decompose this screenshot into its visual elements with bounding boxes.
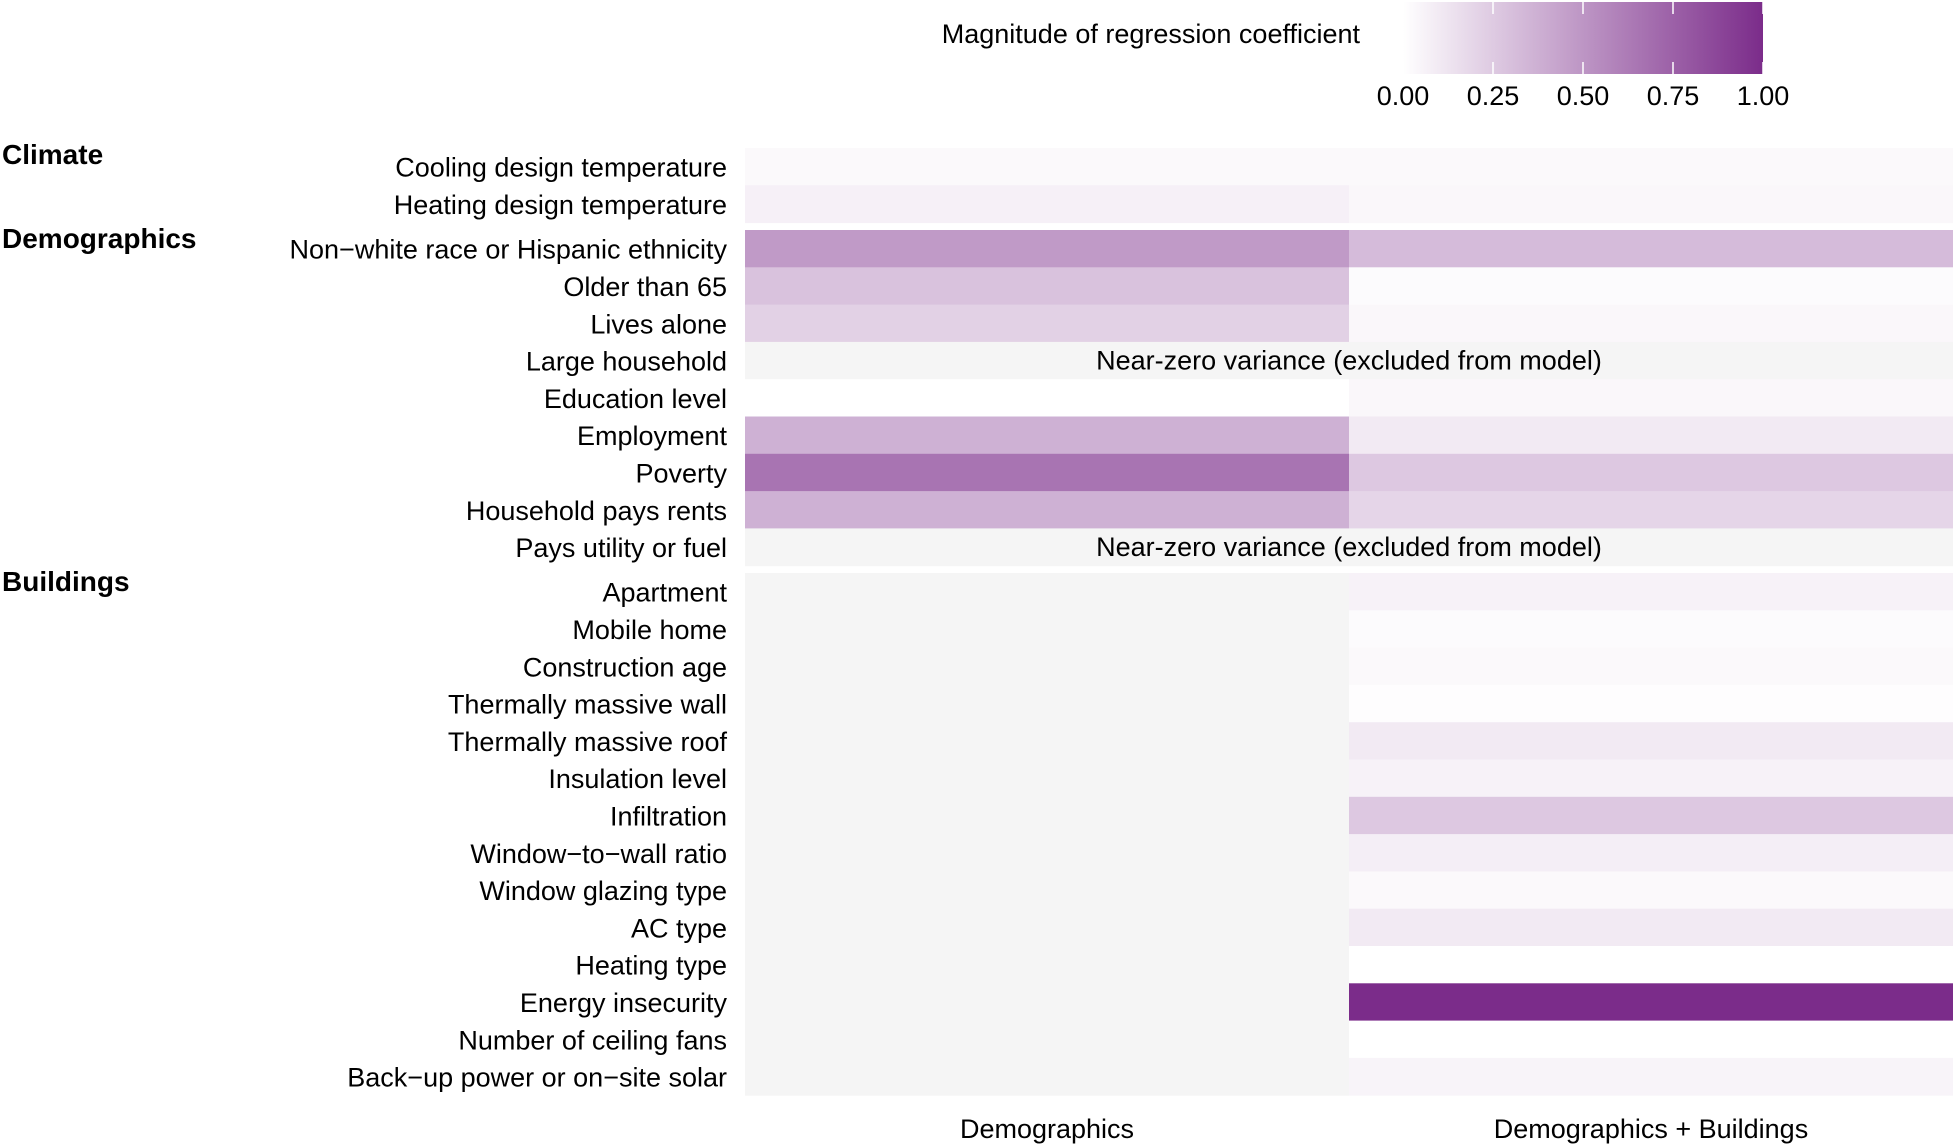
row-label: Employment <box>577 421 728 451</box>
heatmap-cell <box>745 610 1349 649</box>
row-label: Window−to−wall ratio <box>470 839 727 869</box>
row-label: Heating type <box>575 951 727 981</box>
legend-tick-label: 0.25 <box>1467 81 1520 111</box>
row-label: Lives alone <box>590 309 727 339</box>
heatmap-cell <box>1349 908 1953 947</box>
row-label: Cooling design temperature <box>395 153 727 183</box>
legend: Magnitude of regression coefficient 0.00… <box>942 2 1790 111</box>
heatmap-cell <box>745 230 1349 268</box>
legend-title: Magnitude of regression coefficient <box>942 19 1361 49</box>
row-label: Energy insecurity <box>520 988 728 1018</box>
heatmap-cell <box>745 796 1349 835</box>
heatmap-cell <box>1349 304 1953 343</box>
heatmap-cell <box>745 722 1349 760</box>
column-label: Demographics + Buildings <box>1494 1114 1808 1144</box>
row-label: Back−up power or on−site solar <box>347 1063 727 1093</box>
heatmap-cell <box>745 267 1349 306</box>
heatmap-cell <box>745 491 1349 529</box>
heatmap-cell <box>745 1020 1349 1059</box>
heatmap-cell <box>1349 946 1953 984</box>
heatmap-cell <box>1349 759 1953 798</box>
heatmap-cell <box>745 871 1349 910</box>
heatmap-cells <box>745 148 1953 1096</box>
excluded-notes: Near-zero variance (excluded from model)… <box>1096 346 1602 563</box>
legend-tick-label: 0.50 <box>1557 81 1610 111</box>
group-label: Demographics <box>2 223 197 254</box>
row-label: Thermally massive wall <box>448 690 727 720</box>
heatmap-cell <box>745 379 1349 417</box>
heatmap-cell <box>745 834 1349 872</box>
row-label: Poverty <box>635 458 727 488</box>
heatmap-cell <box>1349 185 1953 224</box>
legend-tick-label: 0.00 <box>1377 81 1430 111</box>
heatmap-cell <box>1349 379 1953 417</box>
excluded-note: Near-zero variance (excluded from model) <box>1096 532 1602 562</box>
heatmap-cell <box>1349 1020 1953 1059</box>
group-label: Buildings <box>2 566 130 597</box>
row-label: Large household <box>526 347 727 377</box>
heatmap-cell <box>1349 491 1953 529</box>
heatmap-cell <box>745 185 1349 224</box>
group-label: Climate <box>2 139 103 170</box>
row-label: Heating design temperature <box>394 190 727 220</box>
column-label: Demographics <box>960 1114 1134 1144</box>
heatmap-cell <box>1349 1057 1953 1096</box>
heatmap-cell <box>1349 148 1953 186</box>
heatmap-cell <box>1349 684 1953 723</box>
heatmap-cell <box>745 946 1349 984</box>
cell-excluded <box>745 528 1953 567</box>
row-label: Apartment <box>602 578 727 608</box>
row-label: Thermally massive roof <box>448 727 728 757</box>
heatmap-cell <box>745 759 1349 798</box>
heatmap-cell <box>1349 722 1953 760</box>
row-labels: Cooling design temperature Heating design… <box>290 153 728 1093</box>
heatmap-cell <box>1349 983 1953 1022</box>
heatmap-cell <box>745 416 1349 455</box>
heatmap-cell <box>745 983 1349 1022</box>
heatmap-cell <box>1349 230 1953 268</box>
row-label: Education level <box>544 384 727 414</box>
column-labels: Demographics Demographics + Buildings <box>960 1114 1808 1144</box>
row-label: Older than 65 <box>563 272 727 302</box>
row-label: Mobile home <box>572 615 727 645</box>
heatmap-cell <box>1349 647 1953 686</box>
heatmap-cell <box>745 647 1349 686</box>
row-label: Household pays rents <box>466 496 727 526</box>
heatmap-cell <box>745 148 1349 186</box>
group-labels: Climate Demographics Buildings <box>2 139 197 597</box>
row-label: Insulation level <box>548 764 727 794</box>
heatmap-cell <box>745 908 1349 947</box>
cell-excluded <box>745 341 1953 380</box>
heatmap-cell <box>745 304 1349 343</box>
heatmap-cell <box>745 453 1349 492</box>
row-label: Window glazing type <box>479 876 727 906</box>
heatmap-cell <box>1349 573 1953 611</box>
row-label: Infiltration <box>610 801 727 831</box>
legend-tick-label: 1.00 <box>1737 81 1790 111</box>
heatmap-cell <box>1349 796 1953 835</box>
legend-tick-label: 0.75 <box>1647 81 1700 111</box>
heatmap-cell <box>1349 871 1953 910</box>
row-label: Non−white race or Hispanic ethnicity <box>290 235 728 265</box>
heatmap-cell <box>1349 416 1953 455</box>
heatmap-cell <box>1349 267 1953 306</box>
row-label: AC type <box>631 913 727 943</box>
heatmap-cell <box>1349 453 1953 492</box>
row-label: Construction age <box>523 652 727 682</box>
heatmap-cell <box>1349 834 1953 872</box>
heatmap-cell <box>745 1057 1349 1096</box>
legend-ticks: 0.00 0.25 0.50 0.75 1.00 <box>1377 2 1790 111</box>
row-label: Number of ceiling fans <box>458 1025 727 1055</box>
heatmap-cell <box>745 573 1349 611</box>
heatmap-cell <box>745 684 1349 723</box>
excluded-note: Near-zero variance (excluded from model) <box>1096 346 1602 376</box>
heatmap-cell <box>1349 610 1953 649</box>
row-label: Pays utility or fuel <box>515 533 727 563</box>
